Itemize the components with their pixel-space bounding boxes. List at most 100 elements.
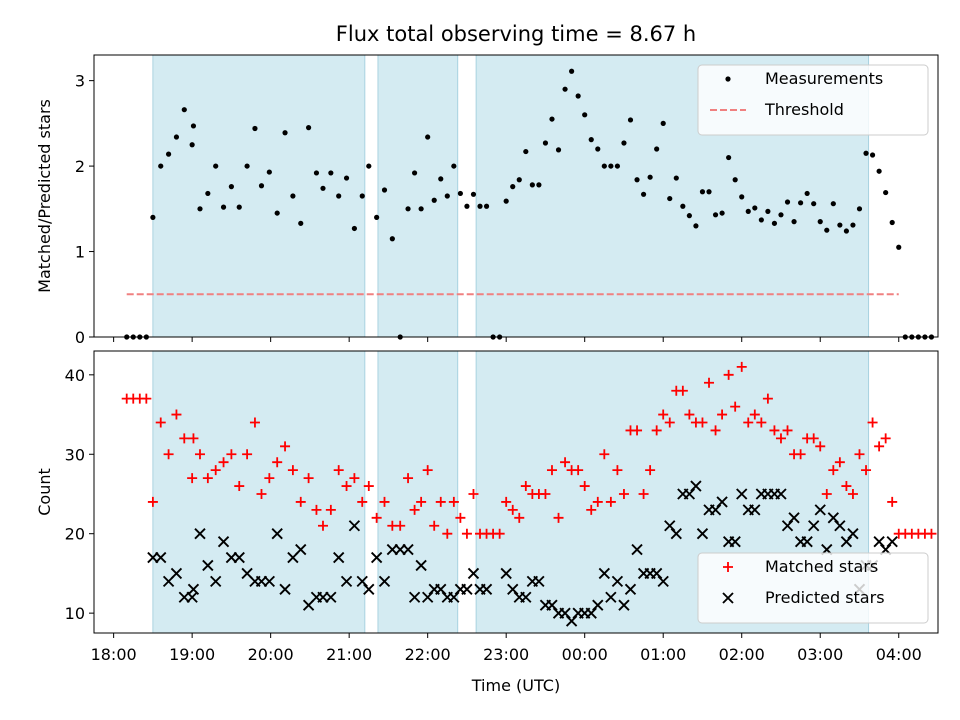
predicted-stars-point (827, 512, 839, 524)
matched-stars-point (540, 488, 551, 499)
matched-stars-point (461, 528, 472, 539)
measurement-point (765, 208, 771, 214)
y-axis-label: Count (35, 468, 54, 516)
measurement-point (220, 204, 227, 210)
measurement-point (817, 219, 823, 225)
measurement-point (660, 120, 666, 126)
matched-stars-point (409, 504, 420, 515)
x-tick-label: 02:00 (719, 645, 765, 664)
predicted-stars-point (533, 575, 545, 588)
matched-stars-point (187, 473, 198, 484)
axes-frame (93, 54, 939, 338)
predicted-stars-point (448, 591, 460, 603)
x-tick-label: 21:00 (326, 645, 372, 664)
predicted-stars-point (217, 535, 230, 548)
measurement-point (252, 125, 258, 132)
measurement-point (856, 206, 863, 212)
x-axis-label: Time (UTC) (471, 676, 560, 695)
measurement-point (503, 198, 509, 204)
x-tick-label: 18:00 (91, 645, 137, 664)
measurement-point (686, 213, 692, 219)
measurement-point (165, 151, 172, 157)
matched-stars-point (664, 417, 675, 428)
matched-stars-point (429, 520, 440, 531)
matched-stars-point (808, 433, 819, 444)
predicted-stars-point (271, 528, 283, 540)
matched-stars-point (317, 520, 328, 531)
measurement-point (673, 175, 679, 181)
measurement-point (647, 174, 653, 180)
matched-stars-point (612, 465, 623, 476)
measurement-point (562, 86, 568, 92)
measurement-point (784, 199, 791, 205)
predicted-stars-point (422, 591, 434, 603)
axes-frame (93, 350, 939, 634)
observing-window-band (152, 54, 366, 338)
measurement-point (359, 193, 365, 199)
predicted-stars-point (618, 599, 630, 611)
matched-stars-point (710, 425, 721, 436)
matched-stars-point (775, 433, 786, 444)
predicted-stars-point (650, 567, 663, 580)
predicted-stars-point (690, 480, 702, 492)
matched-stars-point (218, 457, 229, 468)
y-tick-label: 2 (75, 157, 85, 176)
matched-stars-point (658, 409, 669, 420)
measurement-point (758, 217, 764, 223)
predicted-stars-point (598, 567, 610, 580)
predicted-stars-point (801, 535, 813, 548)
y-tick-label: 3 (75, 72, 85, 91)
predicted-stars-point (187, 583, 200, 595)
predicted-stars-point (840, 535, 853, 548)
matched-stars-point (188, 433, 199, 444)
measurement-point (236, 204, 242, 210)
matched-stars-point (599, 449, 610, 460)
matched-stars-point (815, 441, 826, 452)
legend-marker (722, 592, 734, 604)
measurement-point (418, 206, 424, 212)
predicted-stars-point (696, 528, 709, 540)
matched-stars-point (272, 457, 283, 468)
matched-stars-point (325, 504, 336, 515)
measurement-point (883, 189, 889, 196)
predicted-stars-point (611, 575, 624, 588)
predicted-stars-point (333, 551, 345, 564)
matched-stars-point (874, 441, 885, 452)
matched-stars-point (194, 449, 205, 460)
matched-stars-point (280, 441, 291, 452)
measurement-point (569, 68, 575, 74)
measurement-point (425, 134, 431, 140)
predicted-stars-point (546, 599, 558, 611)
y-tick-label: 10 (65, 604, 85, 623)
predicted-stars-point (716, 496, 728, 508)
matched-stars-point (828, 465, 839, 476)
matched-stars-point (501, 496, 512, 507)
matched-stars-point (834, 457, 845, 468)
measurement-point (680, 203, 686, 209)
y-tick-label: 0 (75, 328, 85, 347)
matched-stars-point (723, 369, 734, 380)
measurement-point (381, 187, 388, 193)
predicted-stars-point (415, 559, 427, 572)
matched-stars-point (861, 465, 872, 476)
legend-box (697, 64, 929, 136)
measurement-point (575, 93, 581, 99)
matched-stars-point (141, 393, 152, 404)
matched-stars-point (295, 496, 306, 507)
predicted-stars-point (194, 528, 206, 540)
measurement-point (483, 203, 490, 209)
measurement-point (389, 236, 395, 242)
measurement-point (190, 123, 197, 129)
predicted-stars-point (592, 599, 604, 611)
measurement-point (595, 146, 601, 152)
predicted-stars-point (585, 607, 597, 619)
measurement-point (896, 244, 902, 250)
measurement-point (869, 152, 876, 158)
measurement-point (290, 193, 296, 199)
predicted-stars-point (886, 535, 898, 548)
matched-stars-point (163, 449, 174, 460)
measurement-point (719, 210, 725, 216)
measurement-point (771, 220, 778, 226)
matched-stars-point (880, 433, 891, 444)
